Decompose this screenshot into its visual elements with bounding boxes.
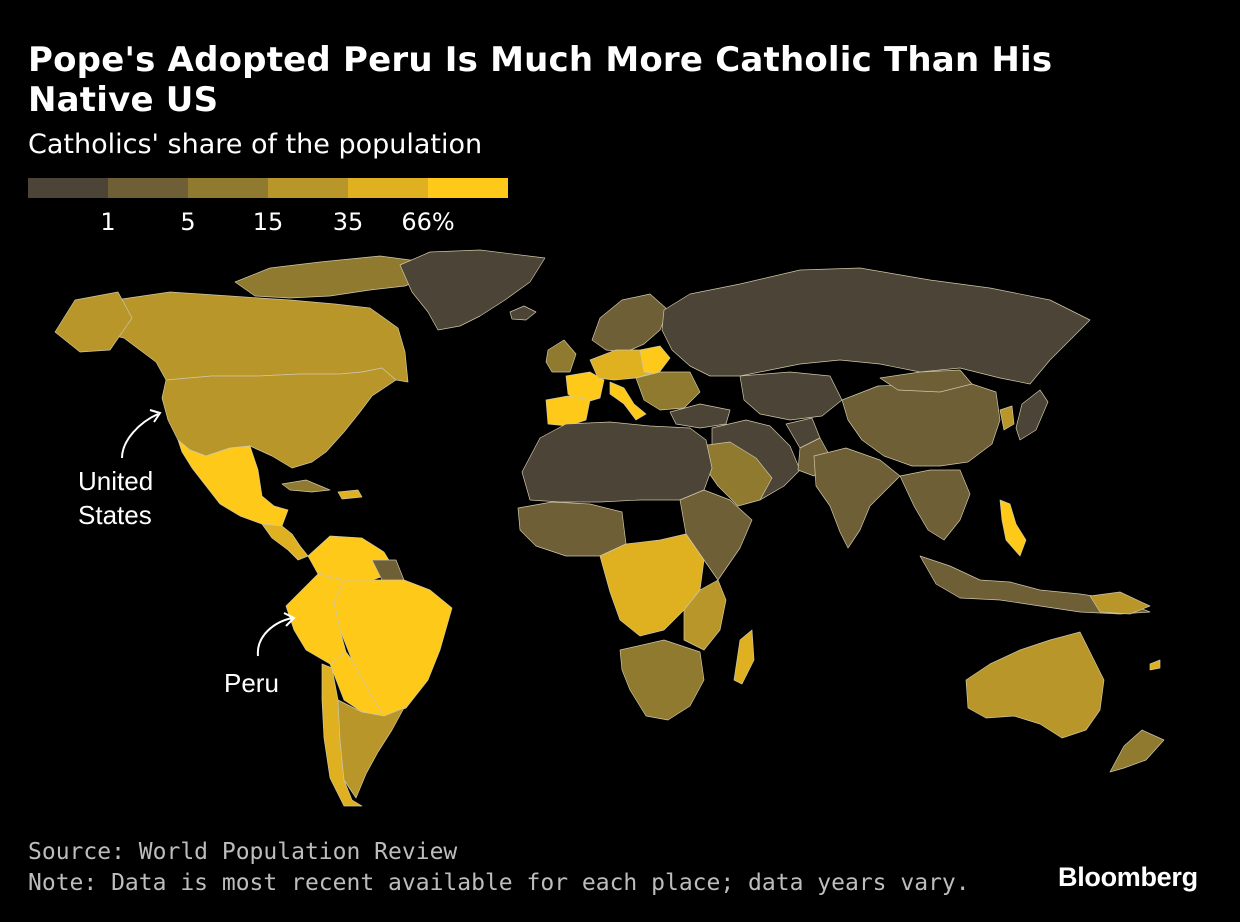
country-iceland: [509, 305, 537, 321]
country-italy: [609, 381, 647, 421]
country-russia: [661, 267, 1091, 385]
country-china: [841, 379, 1001, 467]
united-states-label: United States: [78, 466, 154, 530]
country-mexico: [177, 439, 289, 527]
country-cuba: [281, 479, 331, 493]
region-central-asia: [739, 371, 843, 421]
peru-label: Peru: [224, 668, 279, 698]
legend-tick-15: 15: [252, 208, 284, 236]
country-turkey: [669, 403, 731, 429]
united-states-callout-arrowhead: [149, 409, 162, 423]
country-greenland: [399, 249, 546, 331]
region-southeast-asia: [899, 469, 971, 541]
country-alaska: [54, 291, 133, 353]
region-hispaniola: [337, 489, 363, 500]
region-pacific-islands: [1149, 659, 1161, 671]
country-japan: [1015, 389, 1049, 441]
country-philippines: [999, 499, 1027, 557]
peru-callout-arrow: [256, 617, 293, 657]
country-argentina: [337, 699, 405, 799]
chart-subtitle: Catholics' share of the population: [28, 129, 483, 160]
chart-title: Pope's Adopted Peru Is Much More Catholi…: [28, 40, 1053, 120]
legend-swatch-3: [188, 178, 268, 198]
legend-swatch-5: [348, 178, 428, 198]
united-states-callout-arrow: [121, 413, 159, 459]
country-uk-ireland: [545, 339, 577, 373]
country-madagascar: [733, 629, 755, 685]
country-chile: [321, 663, 363, 807]
legend-swatch-4: [268, 178, 348, 198]
country-peru: [285, 573, 347, 665]
source-note: Source: World Population Review: [28, 839, 458, 865]
legend-tick-66: 66%: [401, 208, 455, 236]
country-india: [813, 447, 901, 549]
region-scandinavia: [591, 293, 669, 353]
region-north-africa: [521, 421, 713, 503]
country-australia: [965, 631, 1105, 739]
legend-tick-35: 35: [332, 208, 364, 236]
region-balkans-east-europe: [635, 371, 701, 411]
color-legend: 1 5 15 35 66%: [28, 178, 508, 240]
country-new-zealand: [1109, 729, 1165, 773]
data-note: Note: Data is most recent available for …: [28, 870, 970, 896]
country-mongolia: [879, 369, 973, 393]
legend-tick-1: 1: [100, 208, 116, 236]
country-france: [565, 371, 605, 405]
legend-swatch-2: [108, 178, 188, 198]
peru-callout-arrowhead: [283, 612, 296, 627]
region-arctic-islands: [234, 255, 433, 299]
legend-swatch-6: [428, 178, 508, 198]
region-central-america: [261, 523, 309, 561]
region-west-africa: [517, 501, 627, 557]
country-papua-new-guinea: [1089, 591, 1151, 615]
country-bolivia-paraguay: [329, 651, 385, 717]
country-iberia: [545, 395, 591, 427]
country-brazil: [333, 579, 453, 717]
region-southern-africa: [619, 639, 705, 721]
bloomberg-logo: Bloomberg: [1058, 862, 1198, 892]
region-east-africa: [683, 579, 727, 651]
legend-tick-5: 5: [180, 208, 196, 236]
country-korea: [999, 405, 1015, 431]
legend-swatch-1: [28, 178, 108, 198]
country-poland: [639, 345, 671, 375]
